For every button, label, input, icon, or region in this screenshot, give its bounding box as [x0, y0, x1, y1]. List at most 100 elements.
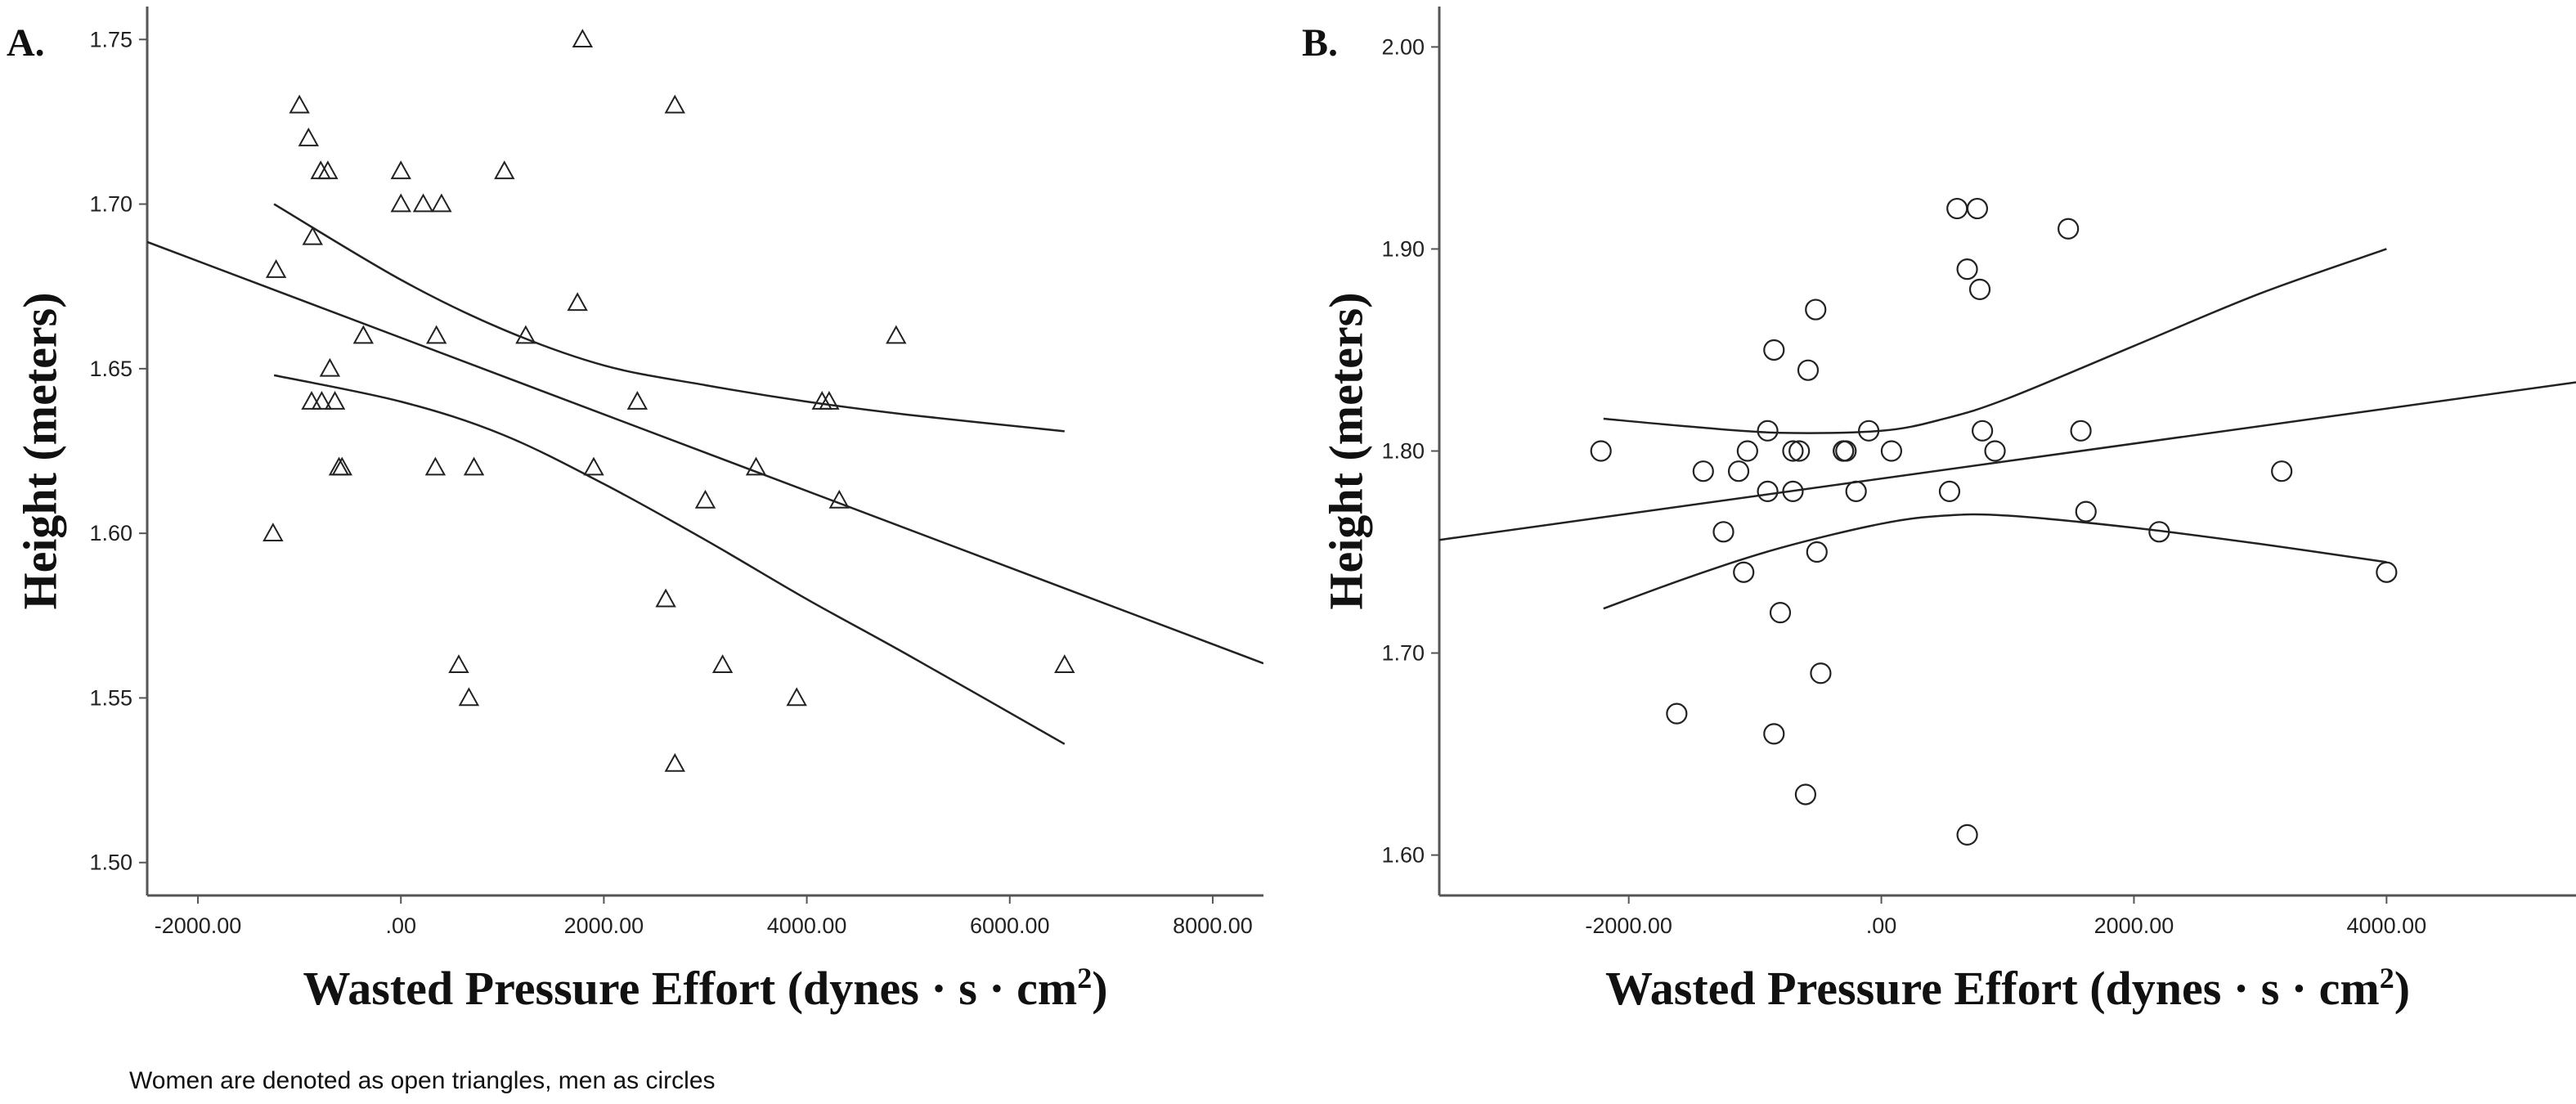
- y-axis-title: Height (meters): [13, 292, 66, 609]
- data-point-triangle: [328, 456, 350, 476]
- y-tick-label: 1.80: [1381, 439, 1425, 464]
- data-point-triangle: [317, 160, 339, 180]
- data-point-triangle: [494, 160, 515, 180]
- data-point-triangle: [265, 259, 287, 278]
- ci-lower-curve: [273, 374, 1066, 745]
- data-point-circle: [1763, 339, 1785, 361]
- data-point-triangle: [302, 226, 323, 245]
- data-point-circle: [1769, 602, 1792, 624]
- data-point-triangle: [352, 325, 375, 344]
- fit-line: [147, 240, 1263, 665]
- data-point-circle: [2075, 500, 2097, 523]
- data-point-triangle: [886, 325, 907, 344]
- data-point-circle: [1806, 541, 1828, 563]
- y-axis-title: Height (meters): [1319, 292, 1372, 609]
- y-tick-label: 1.70: [89, 192, 132, 217]
- data-point-circle: [1845, 480, 1867, 503]
- x-axis-title: Wasted Pressure Effort (dynes · s · cm2): [303, 962, 1107, 1015]
- x-tick-label: -2000.00: [155, 913, 242, 938]
- data-point-triangle: [289, 94, 310, 114]
- data-point-circle: [1956, 824, 1978, 846]
- y-tick-label: 1.90: [1381, 236, 1425, 261]
- data-point-circle: [1797, 359, 1820, 381]
- x-tick-label: .00: [385, 913, 416, 938]
- data-point-triangle: [458, 687, 480, 707]
- data-point-triangle: [331, 456, 352, 476]
- y-tick-label: 2.00: [1381, 34, 1425, 59]
- data-point-triangle: [567, 292, 588, 312]
- data-point-triangle: [301, 391, 322, 410]
- ci-lower-curve: [1603, 513, 2387, 610]
- panel-a-chart: 1.50 1.55 1.60 1.65 1.70 1.75 -2000.00 .00 2000.…: [7, 7, 1263, 1015]
- data-point-triangle: [424, 456, 447, 476]
- ci-upper-curve: [1603, 248, 2387, 434]
- data-point-circle: [1757, 480, 1779, 503]
- data-point-triangle: [626, 391, 648, 410]
- data-point-circle: [1938, 480, 1961, 503]
- data-point-triangle: [819, 391, 840, 410]
- y-tick-label: 1.50: [89, 850, 132, 875]
- data-point-circle: [1788, 440, 1811, 462]
- y-tick-label: 1.75: [89, 27, 132, 52]
- data-point-circle: [1968, 278, 1991, 300]
- panel-label: B.: [1302, 21, 1338, 65]
- data-point-circle: [1736, 440, 1758, 462]
- y-tick-label: 1.70: [1381, 641, 1425, 666]
- x-tick-label: 8000.00: [1173, 913, 1253, 938]
- data-point-circle: [1692, 460, 1714, 482]
- data-point-circle: [1835, 440, 1857, 462]
- data-point-triangle: [572, 29, 594, 48]
- data-point-circle: [1810, 662, 1832, 684]
- y-tick-label: 1.60: [1381, 843, 1425, 868]
- data-point-triangle: [664, 752, 685, 772]
- data-point-triangle: [694, 489, 716, 509]
- y-tick-label: 1.60: [89, 521, 132, 545]
- data-point-circle: [2271, 460, 2293, 482]
- data-point-triangle: [431, 193, 452, 213]
- x-tick-label: 2000.00: [2094, 913, 2174, 938]
- x-tick-label: .00: [1866, 913, 1897, 938]
- y-tick-label: 1.55: [89, 685, 132, 710]
- data-point-circle: [1733, 561, 1755, 583]
- data-point-circle: [1805, 298, 1827, 321]
- x-tick-label: 2000.00: [564, 913, 644, 938]
- data-point-triangle: [390, 160, 411, 180]
- x-axis-title: Wasted Pressure Effort (dynes · s · cm2): [1605, 962, 2410, 1015]
- data-point-circle: [1972, 420, 1994, 442]
- data-point-triangle: [263, 523, 284, 541]
- data-point-circle: [2058, 218, 2080, 240]
- data-point-triangle: [745, 456, 767, 476]
- data-point-circle: [1590, 440, 1612, 462]
- data-point-circle: [2148, 521, 2170, 543]
- y-tick-label: 1.65: [89, 357, 132, 381]
- data-point-triangle: [655, 588, 676, 608]
- data-point-triangle: [515, 325, 536, 344]
- data-point-circle: [2070, 420, 2092, 442]
- data-point-circle: [1946, 197, 1968, 220]
- data-point-triangle: [319, 357, 341, 377]
- data-point-circle: [1956, 258, 1978, 280]
- data-point-triangle: [324, 391, 346, 410]
- data-point-circle: [1858, 420, 1880, 442]
- data-point-triangle: [412, 193, 434, 213]
- data-point-circle: [1794, 783, 1816, 806]
- data-point-triangle: [425, 325, 447, 344]
- data-point-circle: [1757, 420, 1779, 442]
- data-point-circle: [2376, 561, 2398, 583]
- data-point-circle: [1763, 723, 1785, 745]
- data-point-circle: [1782, 440, 1804, 462]
- data-point-triangle: [1054, 654, 1075, 673]
- data-point-triangle: [711, 654, 734, 673]
- data-point-triangle: [311, 391, 333, 410]
- x-tick-label: 4000.00: [767, 913, 847, 938]
- data-point-circle: [1727, 460, 1750, 482]
- data-point-triangle: [448, 654, 469, 673]
- data-point-circle: [1984, 440, 2006, 462]
- data-point-circle: [1966, 197, 1989, 220]
- data-point-circle: [1666, 702, 1688, 725]
- data-point-triangle: [583, 456, 604, 476]
- data-point-triangle: [828, 489, 850, 509]
- figure-caption: Women are denoted as open triangles, men…: [129, 1067, 716, 1094]
- data-point-triangle: [390, 193, 411, 213]
